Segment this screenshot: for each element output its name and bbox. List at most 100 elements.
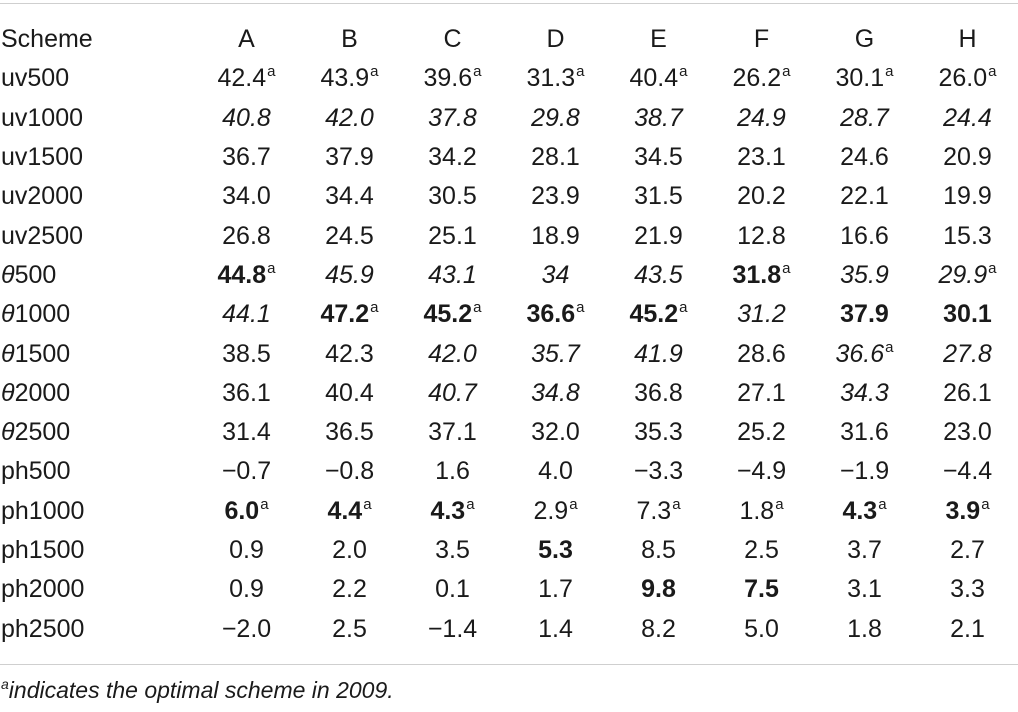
- table-cell: 35.9: [813, 256, 916, 295]
- cell-value: 7.5: [744, 575, 779, 604]
- table-row: uv2500 26.8 24.5 25.1 18.9 21.9 12.8 16.6 15.3: [0, 216, 1018, 255]
- cell-value: 47.2: [320, 300, 370, 329]
- footnote-marker: a: [576, 299, 585, 317]
- table-cell: 36.7: [195, 138, 298, 177]
- cell-value: 43.5: [634, 260, 683, 289]
- table-cell: −4.9: [710, 452, 813, 491]
- footnote-marker: a: [878, 495, 887, 513]
- cell-value: 24.5: [325, 221, 374, 250]
- cell-value: 23.9: [531, 182, 580, 211]
- cell-value: 20.2: [737, 182, 786, 211]
- cell-value: −0.8: [324, 457, 375, 486]
- cell-value: 12.8: [737, 221, 786, 250]
- table-cell: 24.5: [298, 216, 401, 255]
- table-cell: 2.0: [298, 531, 401, 570]
- footnote-marker: a: [466, 495, 475, 513]
- table-cell: 32.0: [504, 413, 607, 452]
- table-cell: −1.9: [813, 452, 916, 491]
- cell-value: 27.8: [943, 339, 992, 368]
- cell-value: 20.9: [943, 143, 992, 172]
- cell-value: 31.2: [737, 300, 786, 329]
- table-cell: 40.4: [298, 374, 401, 413]
- cell-value: 25.1: [428, 221, 477, 250]
- table-cell: 42.0: [401, 334, 504, 373]
- header-cell-f: F: [753, 25, 770, 54]
- table-cell: 1.6: [401, 452, 504, 491]
- table-body: uv500 42.4a 43.9a 39.6a 31.3a 40.4a 26.2a 30.1a…: [0, 59, 1018, 648]
- table-cell: −2.0: [195, 609, 298, 648]
- table-cell: 40.8: [195, 99, 298, 138]
- cell-value: 29.8: [531, 103, 580, 132]
- cell-value: 36.7: [222, 143, 271, 172]
- table-cell: 31.3a: [504, 59, 607, 98]
- cell-value: 34.0: [222, 182, 271, 211]
- row-label: uv1000: [1, 103, 84, 132]
- table-cell: 26.2a: [710, 59, 813, 98]
- cell-value: 40.8: [222, 103, 271, 132]
- table-cell: 2.5: [298, 609, 401, 648]
- header-cell-a: A: [238, 25, 255, 54]
- cell-value: 36.1: [222, 378, 271, 407]
- cell-value: 41.9: [634, 339, 683, 368]
- table-cell: 38.5: [195, 334, 298, 373]
- table-cell: −3.3: [607, 452, 710, 491]
- footnote-marker: a: [988, 259, 997, 277]
- theta-symbol: θ: [1, 378, 15, 407]
- table-cell: 0.1: [401, 570, 504, 609]
- table-cell: 23.0: [916, 413, 1018, 452]
- footnote-marker: a: [885, 63, 894, 81]
- cell-value: 26.8: [222, 221, 271, 250]
- cell-value: 36.5: [325, 418, 374, 447]
- row-label: uv2500: [1, 221, 84, 250]
- table-row: ph1000 6.0a 4.4a 4.3a 2.9a 7.3a 1.8a 4.3a 3.9a: [0, 492, 1018, 531]
- table-cell: 0.9: [195, 531, 298, 570]
- footnote-marker: a: [267, 259, 276, 277]
- table-cell: 29.8: [504, 99, 607, 138]
- table-row: ph2000 0.9 2.2 0.1 1.7 9.8 7.5 3.1 3.3: [0, 570, 1018, 609]
- cell-value: 44.1: [222, 300, 271, 329]
- top-rule: [0, 3, 1018, 4]
- table-cell: 34.2: [401, 138, 504, 177]
- footnote-marker: a: [679, 299, 688, 317]
- cell-value: 5.3: [538, 536, 573, 564]
- table-cell: 29.9a: [916, 256, 1018, 295]
- table-cell: 20.2: [710, 177, 813, 216]
- table-cell: 38.7: [607, 99, 710, 138]
- footnote-marker: a: [988, 63, 997, 81]
- cell-value: 35.7: [531, 339, 580, 368]
- table-row: θ2000 36.1 40.4 40.7 34.8 36.8 27.1 34.3 26.1: [0, 374, 1018, 413]
- table-cell: 26.0a: [916, 59, 1018, 98]
- table-cell: 23.1: [710, 138, 813, 177]
- cell-value: 30.1: [835, 64, 885, 93]
- data-table: Scheme A B C D E F G H uv500 42.4a 43.9a 39…: [0, 20, 1018, 649]
- table-cell: 4.4a: [298, 492, 401, 531]
- cell-value: 4.3: [430, 496, 466, 525]
- cell-value: −3.3: [633, 457, 684, 486]
- row-label: θ2500: [1, 418, 71, 447]
- table-cell: 45.2a: [401, 295, 504, 334]
- theta-symbol: θ: [1, 418, 15, 447]
- footnote-marker: a: [267, 63, 276, 81]
- footnote-marker: a: [775, 495, 784, 513]
- footnote-marker: a: [679, 63, 688, 81]
- cell-value: 36.6: [526, 300, 576, 329]
- cell-value: 2.1: [950, 614, 985, 643]
- table-cell: 43.9a: [298, 59, 401, 98]
- table-cell: 34.3: [813, 374, 916, 413]
- cell-value: −1.9: [839, 457, 890, 486]
- cell-value: 24.4: [943, 103, 992, 132]
- cell-value: 29.9: [938, 260, 988, 289]
- table-cell: 24.6: [813, 138, 916, 177]
- row-label: uv1500: [1, 143, 84, 172]
- footnote-marker: a: [1, 676, 9, 692]
- cell-value: 2.9: [533, 496, 569, 525]
- table-row: ph500 −0.7 −0.8 1.6 4.0 −3.3 −4.9 −1.9 −4.4: [0, 452, 1018, 491]
- cell-value: 3.1: [847, 575, 882, 604]
- cell-value: 2.5: [332, 614, 367, 643]
- cell-value: 37.9: [840, 300, 889, 329]
- cell-value: 45.2: [423, 300, 473, 329]
- table-row: uv1000 40.8 42.0 37.8 29.8 38.7 24.9 28.7 24.4: [0, 99, 1018, 138]
- cell-value: 4.4: [327, 496, 363, 525]
- cell-value: 5.0: [744, 614, 779, 643]
- cell-value: 24.6: [840, 143, 889, 172]
